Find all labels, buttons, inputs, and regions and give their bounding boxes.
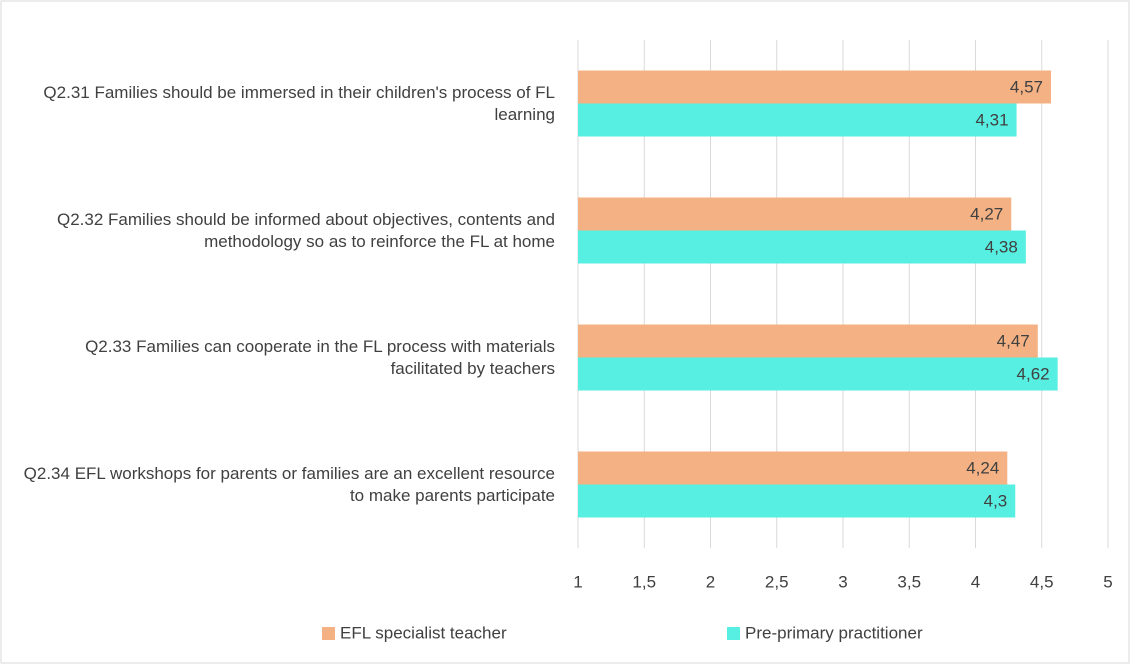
- legend-label: Pre-primary practitioner: [745, 623, 923, 642]
- legend-swatch: [322, 627, 335, 640]
- category-label: Q2.33 Families can cooperate in the FL p…: [85, 336, 555, 378]
- x-tick-label: 3,5: [897, 572, 921, 591]
- legend-label: EFL specialist teacher: [340, 623, 507, 642]
- category-label: Q2.31 Families should be immersed in the…: [43, 82, 555, 124]
- x-tick-label: 1,5: [632, 572, 656, 591]
- x-tick-label: 2: [706, 572, 715, 591]
- value-label: 4,62: [1017, 364, 1050, 383]
- x-tick-label: 2,5: [765, 572, 789, 591]
- legend-swatch: [727, 627, 740, 640]
- x-tick-label: 4,5: [1030, 572, 1054, 591]
- x-tick-label: 4: [971, 572, 980, 591]
- x-tick-label: 3: [838, 572, 847, 591]
- value-label: 4,57: [1010, 77, 1043, 96]
- x-tick-label: 5: [1103, 572, 1112, 591]
- bar: [578, 70, 1052, 104]
- bar: [578, 103, 1017, 137]
- category-label: Q2.32 Families should be informed about …: [56, 209, 555, 251]
- value-label: 4,3: [984, 491, 1008, 510]
- bar: [578, 197, 1012, 231]
- bar: [578, 451, 1008, 485]
- value-label: 4,24: [966, 458, 999, 477]
- value-label: 4,38: [985, 237, 1018, 256]
- value-label: 4,27: [970, 204, 1003, 223]
- bar: [578, 484, 1016, 518]
- bar: [578, 230, 1026, 264]
- bar: [578, 357, 1058, 391]
- value-label: 4,47: [997, 331, 1030, 350]
- category-label: Q2.34 EFL workshops for parents or famil…: [23, 463, 555, 505]
- x-tick-label: 1: [573, 572, 582, 591]
- value-label: 4,31: [975, 110, 1008, 129]
- bar: [578, 324, 1038, 358]
